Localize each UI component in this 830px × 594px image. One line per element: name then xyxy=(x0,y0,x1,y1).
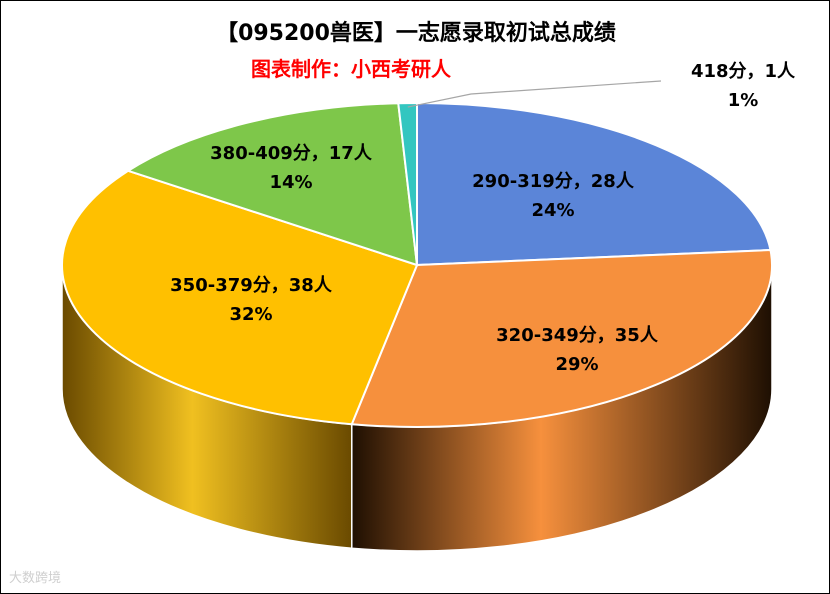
data-label-418分: 418分，1人 xyxy=(691,61,796,82)
pie-slice-320-349分 xyxy=(350,249,773,428)
data-label-percent-418分: 1% xyxy=(728,90,759,111)
data-label-percent-320-349分: 29% xyxy=(555,354,598,375)
watermark-logo: 大数跨境 xyxy=(9,571,62,586)
data-label-380-409分: 380-409分，17人 xyxy=(210,143,373,164)
leader-line xyxy=(407,80,662,108)
pie-slice-380-409分 xyxy=(125,102,419,267)
data-label-percent-290-319分: 24% xyxy=(531,200,574,221)
data-label-percent-380-409分: 14% xyxy=(269,172,312,193)
pie-slice-350-379分 xyxy=(61,169,419,426)
pie-slice-418分 xyxy=(397,101,418,266)
data-label-290-319分: 290-319分，28人 xyxy=(472,171,635,192)
data-label-320-349分: 320-349分，35人 xyxy=(496,325,659,346)
data-label-350-379分: 350-379分，38人 xyxy=(170,275,333,296)
pie-slice-290-319分 xyxy=(416,101,772,267)
data-label-percent-350-379分: 32% xyxy=(229,304,272,325)
chart-subtitle: 图表制作：小西考研人 xyxy=(251,57,451,81)
chart-title: 【095200兽医】一志愿录取初试总成绩 xyxy=(216,21,616,46)
